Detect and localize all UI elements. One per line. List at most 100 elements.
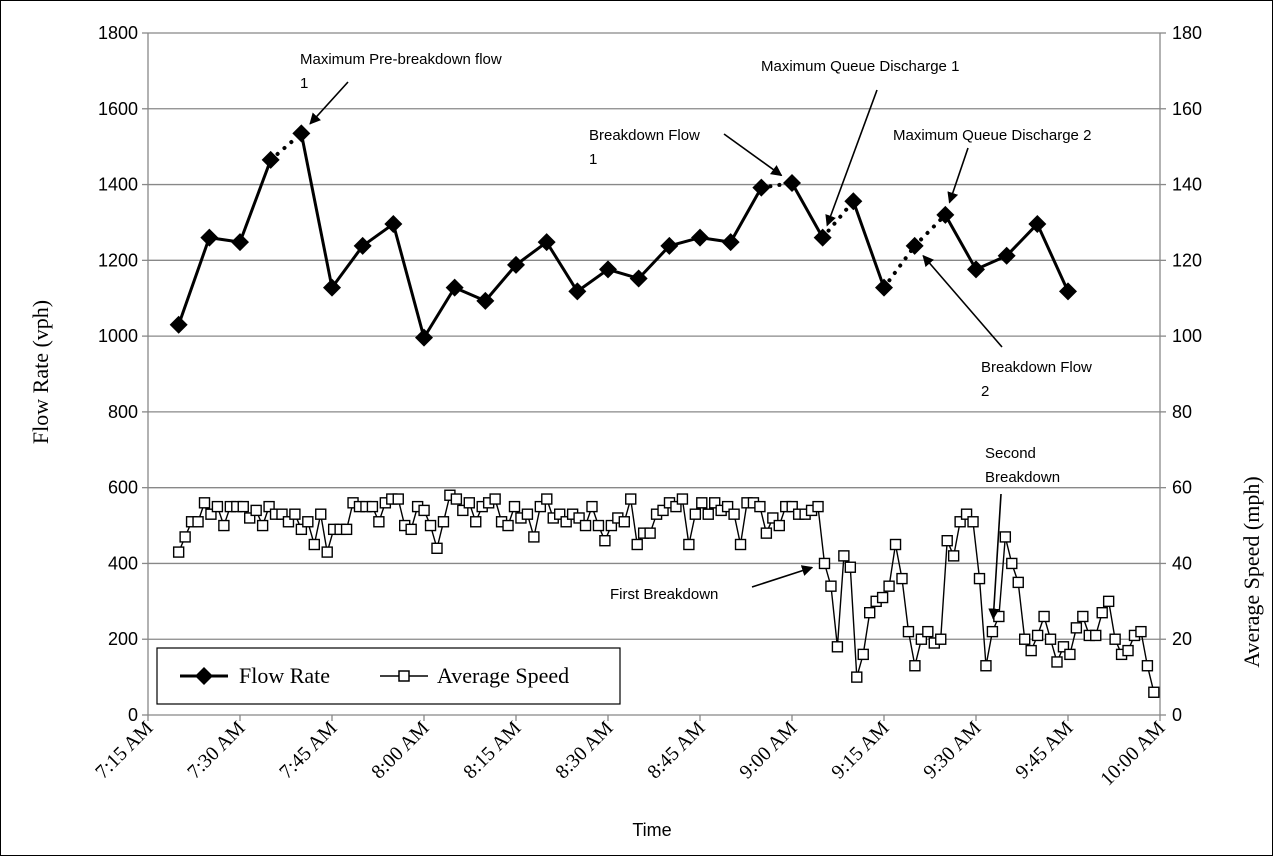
flow-point-7 [384,214,403,233]
y-tick-label-200: 200 [108,629,138,649]
flow-point-24 [905,236,924,255]
speed-point-41 [437,516,450,528]
speed-point-143 [1096,607,1108,619]
speed-point-45 [463,497,475,509]
flow-segment-12 [545,241,579,293]
annotation-breakdown-flow-1-line-0: Breakdown Flow [589,127,700,144]
speed-point-19 [295,523,308,536]
flow-point-17 [691,228,709,247]
speed-point-1 [179,531,191,543]
speed-point-112 [896,572,908,585]
speed-point-127 [993,610,1005,623]
speed-point-36 [405,523,417,536]
speed-point-6 [211,500,224,513]
y2-axis-title: Average Speed (mph) [1239,476,1264,667]
speed-point-85 [721,500,734,513]
flow-segment-24 [912,212,948,248]
flow-point-11 [507,255,525,274]
speed-point-4 [198,497,211,509]
speed-point-66 [599,535,611,547]
annotation-arrow-breakdown-flow-2 [922,254,1003,348]
speed-point-90 [754,500,766,513]
speed-point-38 [418,504,430,517]
speed-point-122 [960,508,973,520]
speed-point-83 [709,497,721,509]
flow-point-3 [261,150,280,169]
speed-point-138 [1064,648,1076,661]
legend-flow-label: Flow Rate [239,663,330,688]
speed-point-18 [289,508,301,520]
flow-point-12 [537,233,556,252]
y2-tick-label-40: 40 [1172,553,1192,573]
speed-point-52 [508,500,521,513]
speed-point-22 [315,508,327,520]
speed-point-131 [1019,633,1031,645]
flow-point-0 [169,315,188,334]
flow-point-29 [1059,282,1077,301]
speed-point-110 [883,580,895,592]
y-tick-label-0: 0 [128,705,138,725]
speed-point-149 [1135,625,1147,638]
flow-point-27 [997,246,1016,265]
annotation-arrow-max-queue-discharge-2 [947,147,969,204]
speed-point-128 [999,531,1012,543]
speed-point-46 [470,516,482,528]
speed-point-75 [657,504,669,517]
speed-point-7 [218,519,230,532]
speed-point-118 [935,633,947,645]
flow-point-26 [967,260,985,279]
speed-point-99 [812,500,824,513]
annotation-arrow-first-breakdown [751,565,814,588]
flow-segment-18 [729,186,763,243]
flow-point-14 [599,260,617,279]
flow-rate-series [169,124,1077,347]
annotation-breakdown-flow-2-line-0: Breakdown Flow [981,359,1092,376]
speed-point-65 [592,519,605,532]
annotation-max-queue-discharge-1-line-0: Maximum Queue Discharge 1 [761,58,959,75]
y-tick-label-1200: 1200 [98,250,138,270]
speed-point-62 [573,512,585,524]
flow-point-4 [292,124,311,143]
y2-tick-label-0: 0 [1172,705,1182,725]
flow-segment-27 [1005,222,1039,257]
speed-point-137 [1057,641,1070,653]
speed-point-151 [1148,686,1160,698]
speed-point-125 [980,660,992,672]
flow-point-2 [231,233,249,252]
speed-point-64 [586,500,598,513]
annotation-max-queue-discharge-2-line-0: Maximum Queue Discharge 2 [893,127,1091,144]
speed-point-23 [321,546,333,558]
flow-point-28 [1028,214,1047,233]
speed-point-26 [340,523,353,536]
y-tick-label-1600: 1600 [98,99,138,119]
speed-point-16 [276,508,288,520]
speed-point-59 [554,508,566,520]
annotation-max-prebreakdown-line-0: Maximum Pre-breakdown flow [300,51,502,68]
speed-point-39 [424,519,437,532]
speed-point-107 [864,607,876,619]
speed-point-13 [256,519,269,532]
speed-point-102 [831,641,844,653]
legend-speed-label: Average Speed [437,663,569,688]
speed-point-63 [579,519,592,532]
flow-segment-25 [944,214,978,271]
annotation-second-breakdown-line-1: Breakdown [985,469,1060,486]
speed-point-54 [521,508,534,520]
flow-point-9 [445,278,464,297]
y2-tick-label-120: 120 [1172,250,1202,270]
speed-point-78 [676,493,689,505]
annotation-second-breakdown-line-0: Second [985,445,1036,462]
x-axis-title: Time [632,820,671,840]
speed-point-134 [1038,610,1050,623]
flow-segment-15 [637,244,671,280]
speed-point-135 [1044,633,1057,645]
flow-point-15 [629,269,648,288]
speed-point-69 [618,516,630,528]
legend-flow-marker [195,667,213,685]
y2-tick-label-60: 60 [1172,478,1192,498]
speed-point-130 [1012,576,1024,589]
flow-segment-8 [422,286,456,339]
speed-point-126 [986,625,999,638]
flow-point-5 [323,278,341,297]
